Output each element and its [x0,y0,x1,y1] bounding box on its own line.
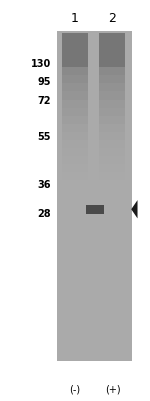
Bar [62,124,88,132]
Bar [99,132,124,140]
Bar [99,100,124,108]
Text: (+): (+) [105,384,120,394]
Bar [99,124,124,132]
Text: 36: 36 [38,180,51,189]
Bar [99,92,124,100]
Text: 72: 72 [38,96,51,106]
Bar [86,205,104,214]
Bar [62,140,88,148]
Bar [62,172,88,180]
Bar [99,116,124,124]
Bar [62,156,88,164]
Bar [99,34,124,68]
Bar [62,84,88,92]
Bar [99,180,124,188]
Bar [99,172,124,180]
Bar [62,164,88,172]
Bar [99,108,124,116]
Bar [99,76,124,84]
Text: 95: 95 [38,77,51,87]
Bar [57,32,132,361]
Bar [62,132,88,140]
Bar [99,148,124,156]
Bar [62,92,88,100]
Bar [99,140,124,148]
Bar [62,180,88,188]
Bar [62,116,88,124]
Text: 1: 1 [71,12,79,24]
Bar [62,34,88,68]
Bar [62,148,88,156]
Bar [99,68,124,76]
Text: 55: 55 [38,132,51,141]
Bar [62,108,88,116]
Text: 130: 130 [31,59,51,69]
Bar [62,68,88,76]
Text: 2: 2 [109,12,116,24]
Bar [62,100,88,108]
Bar [99,84,124,92]
Polygon shape [131,200,138,219]
Text: (-): (-) [69,384,81,394]
Text: 28: 28 [37,209,51,218]
Bar [62,76,88,84]
Bar [99,156,124,164]
Bar [99,164,124,172]
